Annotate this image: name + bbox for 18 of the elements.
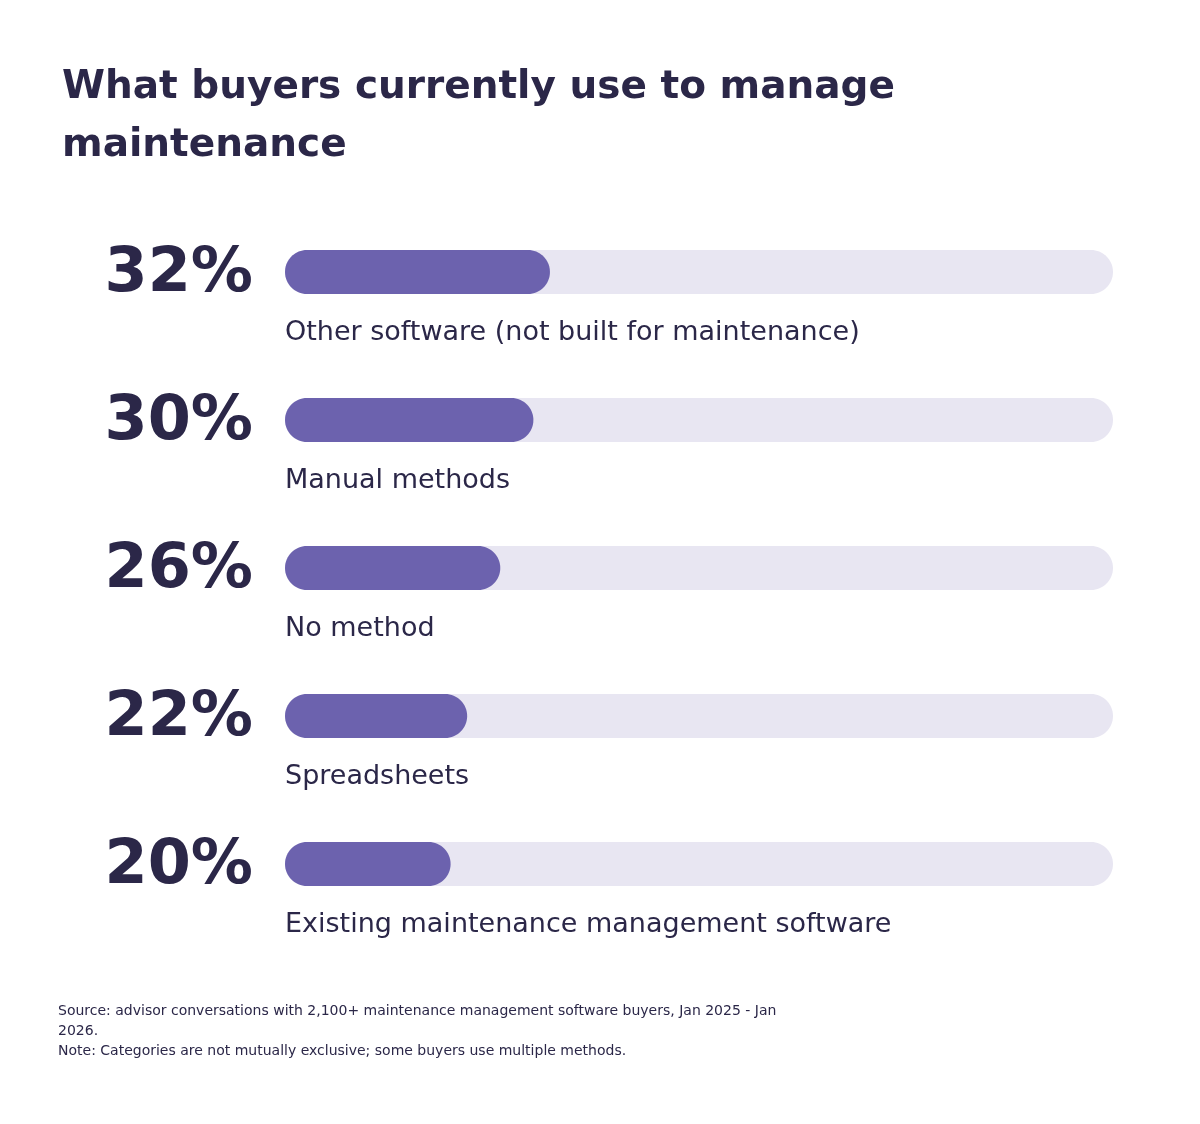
bar	[285, 694, 468, 738]
data-label: 30%	[104, 381, 253, 454]
y-tick-label: Other software (not built for maintenance)	[285, 315, 860, 346]
bar	[285, 398, 534, 442]
chart-title: What buyers currently use to manage maintenance	[62, 61, 896, 167]
y-tick-label: Manual methods	[285, 463, 511, 494]
text: Note: Categories are not mutually exclusive; some buyers use multiple methods.	[58, 1041, 628, 1060]
data-label: 26%	[104, 529, 253, 602]
y-tick-label: Existing maintenance management software	[285, 907, 892, 938]
y-tick-label: Spreadsheets	[285, 759, 470, 790]
bar	[285, 546, 501, 590]
bar	[285, 842, 451, 886]
y-tick-label: No method	[285, 611, 435, 642]
bar	[285, 250, 550, 294]
source-note: Source: advisor conversations with 2,100+ maintenance management software buyers, Jan 2025 - Jan 2026.	[58, 1001, 778, 1040]
data-label: 32%	[104, 233, 253, 306]
data-label: 20%	[104, 825, 253, 898]
data-label: 22%	[104, 677, 253, 750]
